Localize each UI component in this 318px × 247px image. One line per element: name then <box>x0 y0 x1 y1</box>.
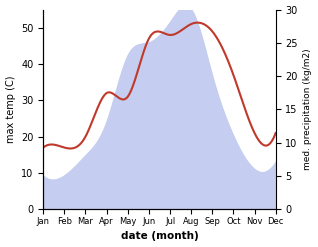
X-axis label: date (month): date (month) <box>121 231 198 242</box>
Y-axis label: max temp (C): max temp (C) <box>5 76 16 143</box>
Y-axis label: med. precipitation (kg/m2): med. precipitation (kg/m2) <box>303 49 313 170</box>
